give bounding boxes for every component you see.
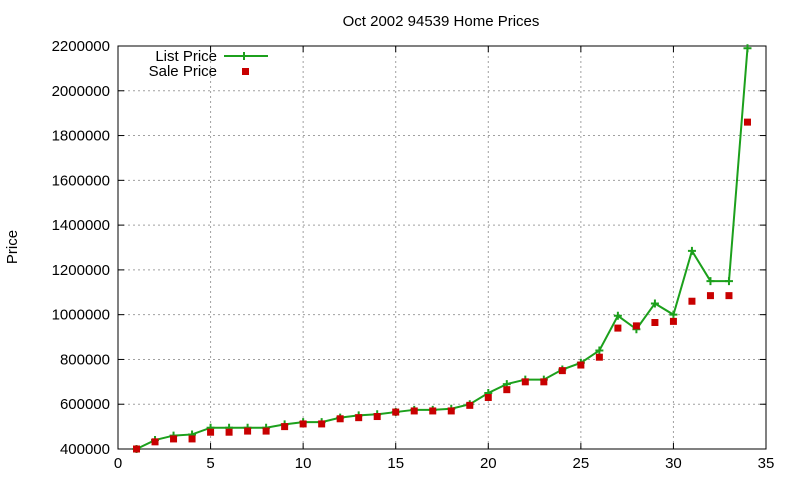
y-tick-label: 2000000 xyxy=(52,83,110,100)
sale-price-point xyxy=(521,378,529,386)
x-tick-label: 10 xyxy=(295,455,312,472)
y-tick-label: 2200000 xyxy=(52,38,110,55)
sale-price-point xyxy=(373,413,381,421)
sale-price-point xyxy=(170,435,178,443)
list-price-point xyxy=(613,311,622,320)
list-price-point xyxy=(595,346,604,355)
list-price-point xyxy=(706,277,715,286)
sale-price-point xyxy=(355,414,363,422)
series xyxy=(132,44,752,453)
sale-price-point xyxy=(281,423,289,431)
sale-price-point xyxy=(595,353,603,361)
list-price-point xyxy=(669,310,678,319)
y-tick-label: 800000 xyxy=(60,351,110,368)
sale-price-point xyxy=(318,420,326,428)
y-tick-label: 1000000 xyxy=(52,307,110,324)
sale-price-point xyxy=(410,407,418,415)
sale-price-point xyxy=(577,361,585,369)
sale-price-point xyxy=(466,401,474,409)
y-tick-label: 1400000 xyxy=(52,217,110,234)
sale-price-point xyxy=(447,407,455,415)
y-tick-label: 600000 xyxy=(60,396,110,413)
y-tick-label: 1200000 xyxy=(52,262,110,279)
y-tick-labels: 400000 600000 800000 1000000 1200000 1400000 1… xyxy=(52,38,110,458)
legend-label-list-price: List Price xyxy=(155,48,217,65)
sale-price-point xyxy=(336,415,344,423)
sale-price-point xyxy=(392,408,400,416)
series-sale-price xyxy=(133,118,751,453)
x-tick-label: 0 xyxy=(114,455,122,472)
sale-price-point xyxy=(651,319,659,327)
sale-price-point xyxy=(188,435,196,443)
x-tick-label: 5 xyxy=(206,455,214,472)
plot-frame xyxy=(117,45,767,450)
gridlines xyxy=(118,46,766,449)
legend-marker-sale-price xyxy=(242,68,249,75)
x-tick-label: 30 xyxy=(665,455,682,472)
y-tick-label: 400000 xyxy=(60,441,110,458)
y-tick-label: 1800000 xyxy=(52,128,110,145)
x-tick-labels: 0 5 10 15 20 25 30 35 xyxy=(114,455,775,472)
sale-price-point xyxy=(725,292,733,300)
x-tick-label: 35 xyxy=(758,455,775,472)
chart-title: Oct 2002 94539 Home Prices xyxy=(343,13,540,30)
sale-price-point xyxy=(207,428,215,436)
sale-price-point xyxy=(133,445,141,453)
sale-price-point xyxy=(225,428,233,436)
sale-price-point xyxy=(614,324,622,332)
y-tick-label: 1600000 xyxy=(52,172,110,189)
legend-marker-list-price xyxy=(240,52,248,60)
list-price-line xyxy=(136,48,749,450)
sale-price-point xyxy=(669,317,677,325)
x-tick-label: 25 xyxy=(573,455,590,472)
axis-ticks xyxy=(117,45,767,450)
legend: List Price Sale Price xyxy=(149,48,268,80)
x-tick-label: 15 xyxy=(387,455,404,472)
sale-price-point xyxy=(743,118,751,126)
sale-price-point xyxy=(151,438,159,446)
sale-price-point xyxy=(540,378,548,386)
sale-price-point xyxy=(484,394,492,402)
y-axis-label: Price xyxy=(4,230,21,264)
series-list-price xyxy=(132,44,752,453)
list-price-point xyxy=(650,299,659,308)
list-price-point xyxy=(687,246,696,255)
sale-price-point xyxy=(503,386,511,394)
legend-label-sale-price: Sale Price xyxy=(149,63,217,80)
sale-price-point xyxy=(299,420,307,428)
sale-price-point xyxy=(706,292,714,300)
sale-price-point xyxy=(244,427,252,435)
sale-price-point xyxy=(558,367,566,375)
sale-price-point xyxy=(632,322,640,330)
list-price-point xyxy=(724,277,733,286)
sale-price-point xyxy=(262,427,270,435)
list-price-point xyxy=(743,44,752,53)
sale-price-point xyxy=(688,297,696,305)
sale-price-point xyxy=(429,407,437,415)
x-tick-label: 20 xyxy=(480,455,497,472)
